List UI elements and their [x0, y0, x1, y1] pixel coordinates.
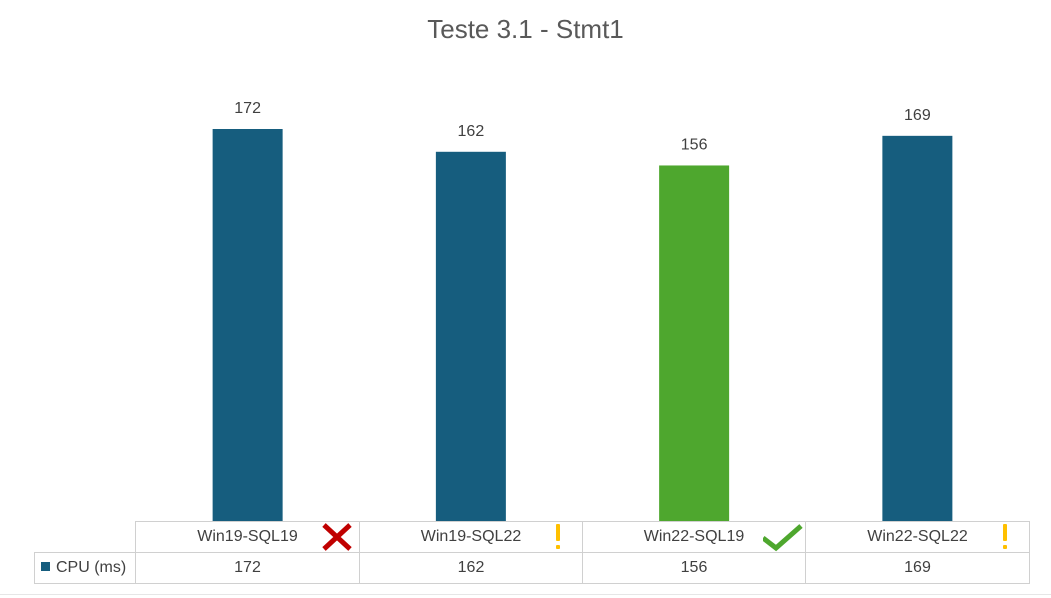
bar [659, 165, 730, 521]
x-icon [322, 523, 352, 551]
value-cell: 172 [135, 552, 360, 584]
legend-key [41, 562, 50, 572]
category-label: Win22-SQL22 [867, 528, 968, 545]
data-label: 169 [904, 107, 931, 124]
category-cell: Win19-SQL19 [135, 521, 360, 553]
exclamation-icon [556, 524, 560, 549]
chart-title: Teste 3.1 - Stmt1 [427, 14, 624, 44]
category-label: Win22-SQL19 [643, 528, 745, 545]
value-cell: 156 [582, 552, 806, 584]
category-cell: Win22-SQL22 [805, 521, 1030, 553]
value-cell: 162 [359, 552, 583, 584]
data-label: 172 [234, 100, 261, 117]
series-name: CPU (ms) [56, 559, 127, 576]
check-icon [763, 524, 803, 552]
table-corner-cell [34, 521, 136, 553]
bar [435, 151, 506, 521]
category-cell: Win22-SQL19 [582, 521, 806, 553]
exclamation-icon [1003, 524, 1007, 549]
series-row: CPU (ms) 172 162 156 169 [34, 552, 1030, 584]
bar [212, 129, 283, 521]
category-cell: Win19-SQL22 [359, 521, 583, 553]
category-label: Win19-SQL19 [197, 528, 298, 545]
bottom-rule [0, 594, 1051, 595]
category-label: Win19-SQL22 [420, 528, 522, 545]
data-label: 162 [458, 123, 485, 140]
data-label: 156 [681, 136, 708, 153]
bar [882, 135, 953, 521]
value-cell: 169 [805, 552, 1030, 584]
data-table: Win19-SQL19 Win19-SQL22 Win22-SQL19 Win2… [34, 521, 1030, 584]
category-row: Win19-SQL19 Win19-SQL22 Win22-SQL19 Win2… [34, 521, 1030, 553]
series-name-cell: CPU (ms) [34, 552, 136, 584]
